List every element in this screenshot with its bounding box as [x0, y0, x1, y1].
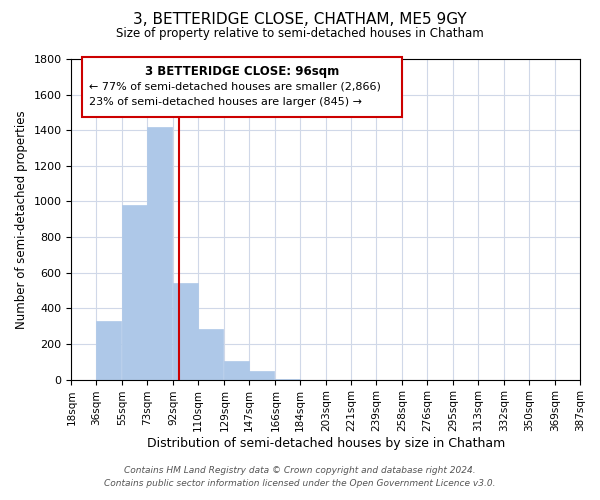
- Text: ← 77% of semi-detached houses are smaller (2,866): ← 77% of semi-detached houses are smalle…: [89, 82, 381, 92]
- Text: 3, BETTERIDGE CLOSE, CHATHAM, ME5 9GY: 3, BETTERIDGE CLOSE, CHATHAM, ME5 9GY: [133, 12, 467, 28]
- Bar: [96, 321, 121, 380]
- X-axis label: Distribution of semi-detached houses by size in Chatham: Distribution of semi-detached houses by …: [146, 437, 505, 450]
- Text: 3 BETTERIDGE CLOSE: 96sqm: 3 BETTERIDGE CLOSE: 96sqm: [145, 66, 339, 78]
- Bar: [147, 126, 172, 380]
- Bar: [224, 361, 249, 380]
- Bar: [275, 378, 300, 380]
- Bar: [198, 329, 223, 380]
- Y-axis label: Number of semi-detached properties: Number of semi-detached properties: [15, 110, 28, 328]
- Text: Size of property relative to semi-detached houses in Chatham: Size of property relative to semi-detach…: [116, 28, 484, 40]
- Text: Contains HM Land Registry data © Crown copyright and database right 2024.
Contai: Contains HM Land Registry data © Crown c…: [104, 466, 496, 487]
- Bar: [122, 205, 147, 380]
- Text: 23% of semi-detached houses are larger (845) →: 23% of semi-detached houses are larger (…: [89, 98, 362, 108]
- Bar: [173, 284, 198, 380]
- FancyBboxPatch shape: [82, 58, 402, 116]
- Bar: [249, 371, 274, 380]
